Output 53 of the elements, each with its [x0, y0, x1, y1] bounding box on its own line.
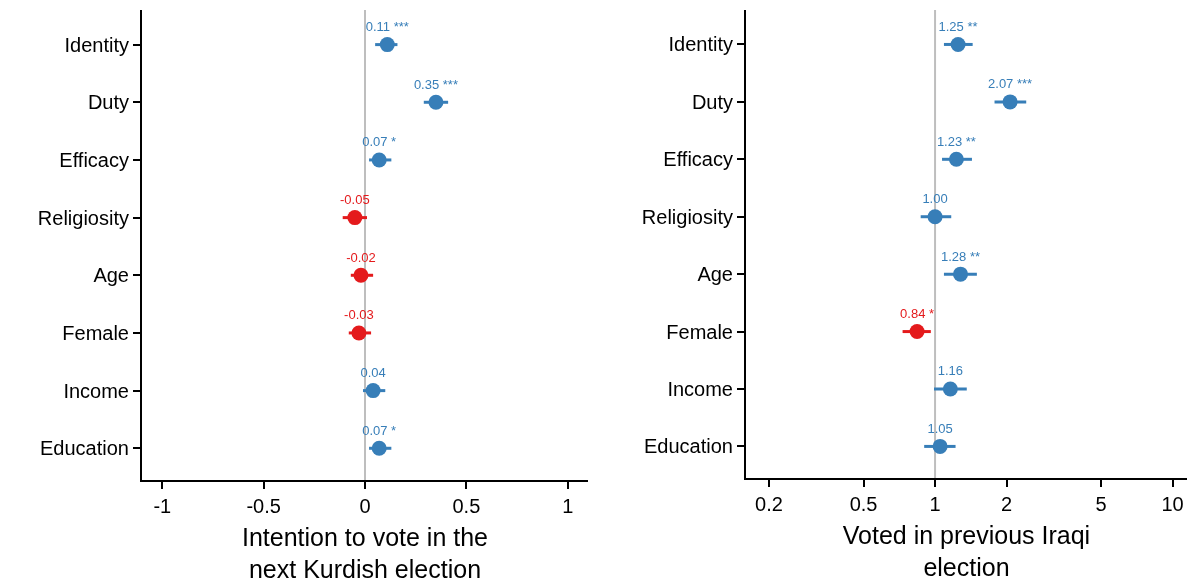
data-label: 1.16 [937, 363, 964, 379]
y-tick-label: Identity [64, 33, 129, 56]
y-tick-label: Income [63, 379, 129, 402]
x-tick-label: 10 [1161, 493, 1184, 515]
x-tick-label: -1 [153, 495, 172, 517]
y-tick-label: Female [62, 321, 129, 344]
data-label: 1.28 ** [940, 248, 981, 264]
x-tick-label: 0 [359, 495, 371, 517]
data-label: 0.35 *** [413, 76, 458, 92]
point [353, 267, 369, 283]
point [428, 94, 444, 110]
data-label: 1.00 [922, 191, 948, 207]
y-tick-label: Female [666, 320, 733, 343]
y-tick-label: Age [93, 264, 129, 287]
data-label: 2.07 *** [988, 76, 1033, 92]
x-tick-label: 2 [1000, 493, 1013, 515]
y-tick-label: Education [644, 435, 733, 458]
y-tick-label: Duty [87, 91, 129, 114]
y-tick-label: Education [40, 437, 129, 460]
point [371, 152, 387, 168]
y-tick-label: Identity [668, 33, 733, 56]
data-label: -0.05 [340, 191, 370, 207]
x-tick-label: 0.5 [849, 493, 878, 515]
y-tick-label: Efficacy [59, 148, 129, 171]
y-tick-label: Income [667, 377, 733, 400]
data-label: 1.25 ** [938, 18, 978, 34]
data-label: 0.84 * [900, 305, 935, 321]
y-tick-label: Efficacy [663, 148, 733, 171]
y-tick-label: Age [697, 263, 733, 286]
x-tick-label: 0.5 [452, 495, 481, 517]
x-tick-label: 1 [562, 495, 574, 517]
x-axis-title: Intention to vote in the next Kurdish election [241, 522, 489, 583]
point [347, 210, 363, 226]
x-tick-label: -0.5 [246, 495, 281, 517]
data-label: -0.03 [344, 307, 374, 323]
x-axis-title: Voted in previous Iraqi election [842, 520, 1091, 581]
y-tick-label: Religiosity [641, 205, 733, 228]
point [365, 383, 381, 399]
data-label: 1.05 [927, 420, 953, 436]
data-label: 0.07 * [362, 134, 397, 150]
point [371, 440, 387, 456]
data-label: 1.23 ** [936, 133, 976, 149]
data-label: -0.02 [346, 249, 376, 265]
y-tick-label: Duty [691, 90, 733, 113]
y-tick-label: Religiosity [37, 206, 129, 229]
x-tick-label: 1 [929, 493, 941, 515]
data-label: 0.04 [360, 364, 386, 380]
point [351, 325, 367, 341]
point [379, 37, 395, 53]
x-tick-label: 0.2 [755, 493, 783, 515]
data-label: 0.11 *** [365, 18, 409, 34]
data-label: 0.07 * [362, 422, 397, 438]
x-tick-label: 5 [1095, 493, 1107, 515]
